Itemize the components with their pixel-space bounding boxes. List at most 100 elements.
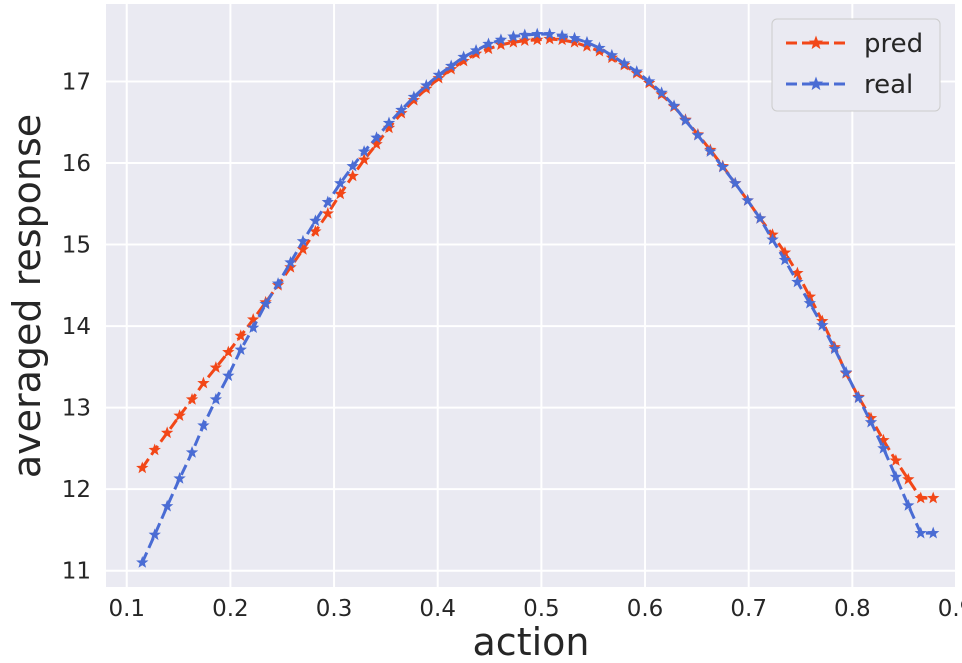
x-tick-label: 0.9 bbox=[938, 596, 962, 622]
data-point-real bbox=[766, 233, 779, 245]
data-point-real bbox=[209, 392, 223, 405]
data-point-real bbox=[630, 65, 643, 77]
data-point-real bbox=[507, 30, 520, 42]
data-point-real bbox=[531, 27, 544, 40]
data-point-pred bbox=[791, 266, 804, 279]
series-real bbox=[136, 27, 940, 568]
data-point-pred bbox=[482, 42, 495, 55]
data-point-real bbox=[334, 176, 347, 189]
data-point-real bbox=[580, 35, 594, 48]
data-point-real bbox=[247, 321, 260, 333]
data-point-real bbox=[148, 528, 161, 541]
data-point-pred bbox=[803, 290, 817, 302]
data-point-real bbox=[407, 90, 421, 103]
y-tick-labels: 11 12 13 14 15 16 17 bbox=[62, 69, 91, 584]
data-point-real bbox=[729, 176, 742, 189]
data-point-real bbox=[803, 296, 817, 309]
data-point-real bbox=[828, 342, 841, 355]
y-tick-label: 17 bbox=[62, 69, 91, 95]
data-point-real bbox=[382, 116, 396, 129]
data-point-real bbox=[222, 369, 235, 382]
data-point-real bbox=[667, 99, 681, 112]
data-point-real bbox=[271, 277, 285, 289]
data-point-real bbox=[593, 41, 606, 54]
data-point-real bbox=[259, 297, 272, 310]
data-point-pred bbox=[518, 34, 531, 46]
data-point-real bbox=[457, 50, 470, 63]
legend-label-pred: pred bbox=[864, 29, 923, 59]
y-tick-label: 16 bbox=[62, 151, 91, 177]
data-point-pred bbox=[148, 443, 161, 456]
data-point-real bbox=[296, 234, 310, 247]
data-point-real bbox=[778, 253, 792, 266]
data-point-pred bbox=[914, 491, 927, 504]
data-point-real bbox=[655, 86, 668, 99]
data-point-pred bbox=[927, 491, 940, 504]
data-point-pred bbox=[531, 33, 544, 46]
series-layer bbox=[136, 27, 940, 568]
data-point-real bbox=[445, 59, 458, 72]
data-point-real bbox=[741, 194, 754, 206]
data-point-real bbox=[753, 211, 767, 224]
data-point-pred bbox=[346, 169, 359, 182]
data-point-pred bbox=[160, 426, 174, 439]
data-point-pred bbox=[494, 38, 508, 51]
data-point-real bbox=[642, 74, 656, 87]
data-point-real bbox=[395, 103, 408, 116]
legend-marker-real bbox=[808, 76, 824, 91]
data-point-pred bbox=[209, 361, 223, 373]
data-point-real bbox=[197, 419, 210, 431]
data-point-real bbox=[839, 366, 853, 378]
legend-marker-pred bbox=[808, 35, 824, 50]
data-point-real bbox=[284, 255, 297, 268]
data-point-real bbox=[370, 131, 383, 143]
legend-label-real: real bbox=[864, 70, 913, 100]
data-point-pred bbox=[197, 376, 210, 389]
data-point-real bbox=[691, 128, 705, 141]
data-point-real bbox=[704, 145, 717, 157]
data-point-pred bbox=[778, 246, 792, 258]
y-tick-label: 14 bbox=[62, 314, 91, 340]
data-point-pred bbox=[889, 454, 903, 466]
y-axis-label: averaged response bbox=[5, 114, 49, 478]
data-point-pred bbox=[382, 121, 396, 134]
legend: pred real bbox=[771, 18, 941, 112]
data-point-pred bbox=[334, 187, 347, 200]
data-point-real bbox=[185, 445, 199, 458]
data-point-pred bbox=[136, 461, 149, 474]
x-tick-label: 0.6 bbox=[627, 596, 664, 622]
x-tick-label: 0.5 bbox=[523, 596, 560, 622]
x-tick-label: 0.2 bbox=[212, 596, 249, 622]
data-point-pred bbox=[507, 35, 520, 48]
data-point-real bbox=[173, 472, 186, 484]
y-tick-label: 12 bbox=[62, 477, 91, 503]
data-point-pred bbox=[877, 433, 890, 446]
x-tick-label: 0.7 bbox=[730, 596, 767, 622]
data-point-real bbox=[518, 28, 531, 41]
x-tick-label: 0.3 bbox=[316, 596, 353, 622]
data-point-real bbox=[605, 48, 619, 61]
data-point-real bbox=[309, 214, 322, 227]
data-point-real bbox=[543, 27, 556, 40]
data-point-real bbox=[321, 195, 335, 208]
data-point-real bbox=[420, 79, 433, 91]
data-point-real bbox=[160, 499, 174, 512]
data-point-real bbox=[494, 33, 508, 46]
data-point-pred bbox=[357, 153, 371, 165]
data-point-real bbox=[914, 526, 927, 539]
x-tick-label: 0.8 bbox=[834, 596, 871, 622]
data-point-real bbox=[889, 470, 903, 483]
data-point-pred bbox=[555, 33, 569, 46]
data-point-pred bbox=[185, 392, 199, 405]
y-tick-label: 13 bbox=[62, 396, 91, 422]
data-point-pred bbox=[902, 472, 915, 485]
data-point-real bbox=[346, 159, 359, 172]
data-point-real bbox=[618, 57, 631, 69]
x-tick-label: 0.1 bbox=[108, 596, 145, 622]
y-tick-label: 11 bbox=[62, 559, 91, 585]
data-point-real bbox=[432, 68, 445, 81]
data-point-real bbox=[555, 29, 569, 42]
y-tick-label: 15 bbox=[62, 233, 91, 259]
data-point-pred bbox=[247, 313, 260, 325]
